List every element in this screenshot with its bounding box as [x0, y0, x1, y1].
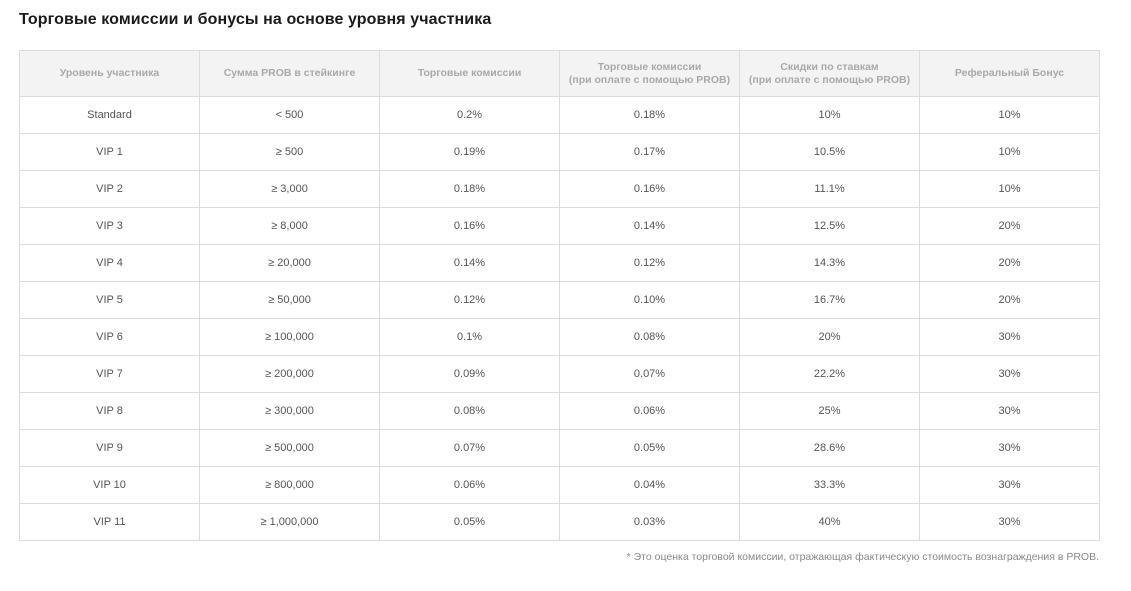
cell-discount: 25% [739, 392, 920, 430]
cell-fee-prob: 0.07% [559, 355, 740, 393]
cell-referral: 20% [919, 281, 1100, 319]
cell-staked: ≥ 300,000 [199, 392, 380, 430]
table-row: VIP 7 ≥ 200,000 0.09% 0.07% 22.2% 30% [19, 355, 1100, 393]
cell-fee-prob: 0.08% [559, 318, 740, 356]
header-trading-fees: Торговые комиссии [379, 50, 560, 97]
cell-level: VIP 10 [19, 466, 200, 504]
table-row: VIP 4 ≥ 20,000 0.14% 0.12% 14.3% 20% [19, 244, 1100, 282]
cell-fee: 0.14% [379, 244, 560, 282]
cell-fee-prob: 0.03% [559, 503, 740, 541]
header-member-level: Уровень участника [19, 50, 200, 97]
cell-fee-prob: 0.12% [559, 244, 740, 282]
table-body: Standard < 500 0.2% 0.18% 10% 10% VIP 1 … [19, 96, 1100, 541]
cell-fee: 0.08% [379, 392, 560, 430]
cell-fee: 0.07% [379, 429, 560, 467]
header-prob-staked: Сумма PROB в стейкинге [199, 50, 380, 97]
cell-level: VIP 11 [19, 503, 200, 541]
fee-table: Уровень участника Сумма PROB в стейкинге… [19, 50, 1100, 541]
cell-staked: ≥ 3,000 [199, 170, 380, 208]
cell-fee: 0.18% [379, 170, 560, 208]
cell-fee: 0.06% [379, 466, 560, 504]
table-row: VIP 5 ≥ 50,000 0.12% 0.10% 16.7% 20% [19, 281, 1100, 319]
cell-level: VIP 9 [19, 429, 200, 467]
cell-fee: 0.2% [379, 96, 560, 134]
cell-discount: 28.6% [739, 429, 920, 467]
cell-fee-prob: 0.06% [559, 392, 740, 430]
cell-referral: 10% [919, 96, 1100, 134]
table-row: VIP 9 ≥ 500,000 0.07% 0.05% 28.6% 30% [19, 429, 1100, 467]
header-referral-bonus: Реферальный Бонус [919, 50, 1100, 97]
cell-referral: 20% [919, 244, 1100, 282]
cell-referral: 30% [919, 355, 1100, 393]
cell-discount: 20% [739, 318, 920, 356]
cell-staked: ≥ 20,000 [199, 244, 380, 282]
cell-staked: ≥ 500,000 [199, 429, 380, 467]
header-staking-discount: Скидки по ставкам (при оплате с помощью P… [739, 50, 920, 97]
cell-staked: ≥ 500 [199, 133, 380, 171]
cell-level: VIP 5 [19, 281, 200, 319]
cell-staked: ≥ 8,000 [199, 207, 380, 245]
cell-referral: 30% [919, 392, 1100, 430]
table-row: VIP 11 ≥ 1,000,000 0.05% 0.03% 40% 30% [19, 503, 1100, 541]
cell-referral: 10% [919, 133, 1100, 171]
header-trading-fees-prob: Торговые комиссии (при оплате с помощью P… [559, 50, 740, 97]
cell-level: VIP 8 [19, 392, 200, 430]
cell-discount: 10% [739, 96, 920, 134]
cell-staked: ≥ 50,000 [199, 281, 380, 319]
cell-referral: 30% [919, 466, 1100, 504]
table-row: Standard < 500 0.2% 0.18% 10% 10% [19, 96, 1100, 134]
cell-fee: 0.12% [379, 281, 560, 319]
table-row: VIP 8 ≥ 300,000 0.08% 0.06% 25% 30% [19, 392, 1100, 430]
table-header-row: Уровень участника Сумма PROB в стейкинге… [19, 50, 1100, 97]
table-row: VIP 3 ≥ 8,000 0.16% 0.14% 12.5% 20% [19, 207, 1100, 245]
cell-fee-prob: 0.14% [559, 207, 740, 245]
table-row: VIP 2 ≥ 3,000 0.18% 0.16% 11.1% 10% [19, 170, 1100, 208]
cell-level: VIP 7 [19, 355, 200, 393]
cell-referral: 30% [919, 503, 1100, 541]
cell-fee: 0.05% [379, 503, 560, 541]
cell-staked: < 500 [199, 96, 380, 134]
cell-referral: 20% [919, 207, 1100, 245]
cell-fee-prob: 0.05% [559, 429, 740, 467]
cell-referral: 30% [919, 429, 1100, 467]
cell-fee-prob: 0.18% [559, 96, 740, 134]
footnote: * Это оценка торговой комиссии, отражающ… [626, 551, 1099, 563]
cell-fee: 0.09% [379, 355, 560, 393]
table-row: VIP 10 ≥ 800,000 0.06% 0.04% 33.3% 30% [19, 466, 1100, 504]
cell-fee-prob: 0.04% [559, 466, 740, 504]
cell-fee-prob: 0.17% [559, 133, 740, 171]
cell-staked: ≥ 200,000 [199, 355, 380, 393]
cell-fee: 0.1% [379, 318, 560, 356]
table-row: VIP 1 ≥ 500 0.19% 0.17% 10.5% 10% [19, 133, 1100, 171]
cell-discount: 33.3% [739, 466, 920, 504]
cell-level: VIP 3 [19, 207, 200, 245]
cell-staked: ≥ 100,000 [199, 318, 380, 356]
cell-level: VIP 1 [19, 133, 200, 171]
cell-referral: 10% [919, 170, 1100, 208]
cell-level: VIP 6 [19, 318, 200, 356]
cell-discount: 10.5% [739, 133, 920, 171]
cell-fee-prob: 0.16% [559, 170, 740, 208]
cell-fee: 0.19% [379, 133, 560, 171]
cell-discount: 16.7% [739, 281, 920, 319]
table-row: VIP 6 ≥ 100,000 0.1% 0.08% 20% 30% [19, 318, 1100, 356]
page-title: Торговые комиссии и бонусы на основе уро… [19, 11, 492, 28]
cell-level: Standard [19, 96, 200, 134]
cell-fee: 0.16% [379, 207, 560, 245]
cell-staked: ≥ 1,000,000 [199, 503, 380, 541]
cell-referral: 30% [919, 318, 1100, 356]
cell-discount: 11.1% [739, 170, 920, 208]
cell-fee-prob: 0.10% [559, 281, 740, 319]
cell-discount: 12.5% [739, 207, 920, 245]
cell-discount: 14.3% [739, 244, 920, 282]
cell-level: VIP 4 [19, 244, 200, 282]
cell-discount: 22.2% [739, 355, 920, 393]
cell-discount: 40% [739, 503, 920, 541]
cell-level: VIP 2 [19, 170, 200, 208]
cell-staked: ≥ 800,000 [199, 466, 380, 504]
